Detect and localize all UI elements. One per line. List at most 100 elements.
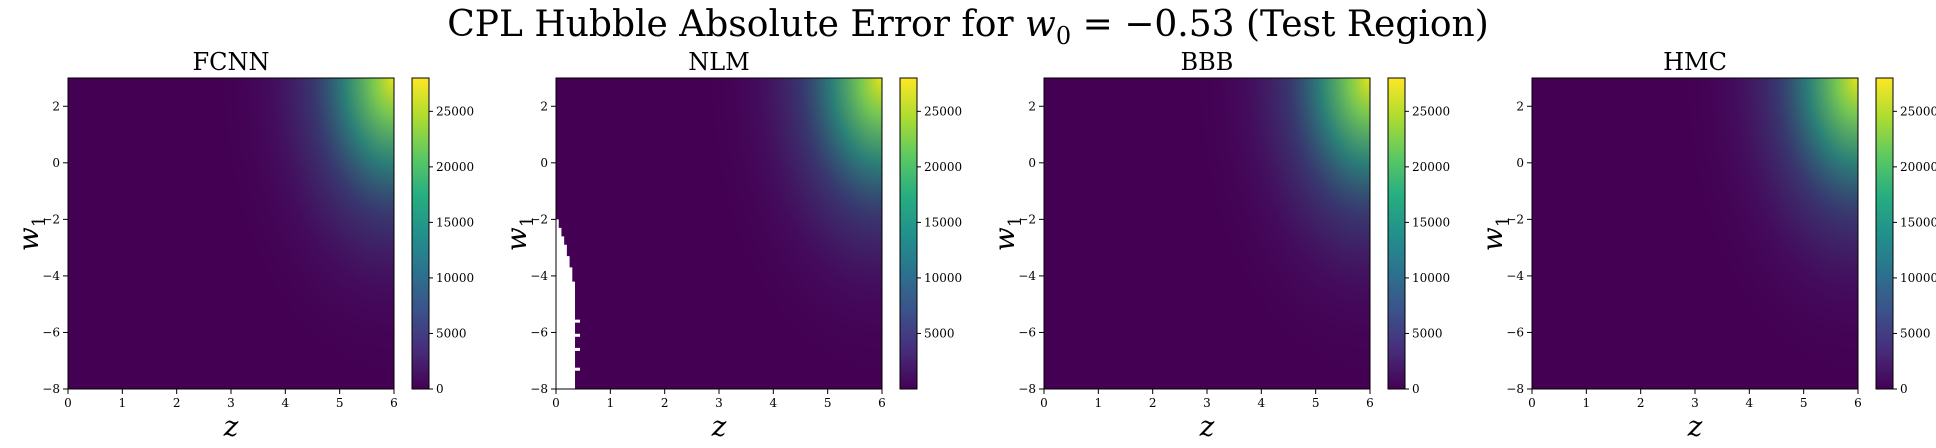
x-axis-label: z: [223, 410, 239, 443]
y-tick-label: 2: [52, 99, 60, 113]
colorbar-tick-label: 25000: [924, 104, 962, 118]
y-axis-label: w1: [988, 216, 1026, 251]
y-tick-label: −8: [530, 382, 548, 396]
x-tick-label: 1: [119, 396, 127, 410]
colorbar: [1387, 77, 1406, 390]
figure-title-prefix: CPL Hubble Absolute Error for: [447, 4, 1025, 45]
y-tick-label: −4: [42, 269, 60, 283]
x-tick-label: 1: [1095, 396, 1103, 410]
x-tick-label: 4: [282, 396, 290, 410]
panel-bbb: 0 1 2 3 4 5 6−8−6−4−202BBBzw105000100001500020…: [988, 48, 1450, 443]
colorbar-tick-label: 20000: [1412, 160, 1450, 174]
y-axis-label-var: w: [1476, 227, 1509, 251]
y-tick-label: −2: [1018, 212, 1036, 226]
y-tick-label: −6: [1018, 325, 1036, 339]
x-tick-label: 4: [1258, 396, 1266, 410]
colorbar-tick-label: 10000: [924, 271, 962, 285]
masked-notch: [575, 347, 581, 351]
x-tick-label: 2: [1149, 396, 1157, 410]
heatmap-error-gradient: [556, 78, 882, 389]
y-tick-label: −8: [1018, 382, 1036, 396]
figure-title-suffix: = −0.53 (Test Region): [1071, 4, 1489, 45]
x-tick-label: 0: [1528, 396, 1536, 410]
colorbar-tick-label: 15000: [1412, 215, 1450, 229]
colorbar-tick-label: 5000: [1900, 326, 1931, 340]
y-tick-label: −2: [530, 212, 548, 226]
y-tick-label: 0: [540, 156, 548, 170]
colorbar-tick-label: 0: [436, 382, 444, 396]
colorbar-tick-label: 5000: [436, 326, 467, 340]
colorbar: [899, 77, 918, 390]
y-axis-label: w1: [12, 216, 50, 251]
colorbar-tick-label: 10000: [1900, 271, 1936, 285]
colorbar-tick-label: 25000: [1412, 104, 1450, 118]
x-tick-label: 6: [1854, 396, 1862, 410]
y-tick-label: −2: [1506, 212, 1524, 226]
x-tick-label: 5: [1312, 396, 1320, 410]
x-tick-label: 2: [1637, 396, 1645, 410]
colorbar-tick-label: 20000: [924, 160, 962, 174]
y-axis-label-sub: 1: [1493, 216, 1514, 227]
colorbar-tick-label: 10000: [1412, 271, 1450, 285]
y-tick-label: −6: [1506, 325, 1524, 339]
x-tick-label: 3: [1203, 396, 1211, 410]
colorbar-tick-label: 15000: [436, 215, 474, 229]
colorbar-tick-label: 5000: [924, 326, 955, 340]
y-tick-label: −8: [1506, 382, 1524, 396]
y-tick-label: −6: [42, 325, 60, 339]
subplot-title: BBB: [1181, 48, 1234, 76]
colorbar-tick-label: 20000: [1900, 160, 1936, 174]
y-tick-label: −4: [1018, 269, 1036, 283]
heatmap-error-gradient: [1532, 78, 1858, 389]
colorbar-tick-label: 10000: [436, 271, 474, 285]
x-axis-label: z: [711, 410, 727, 443]
y-axis-label-sub: 1: [29, 216, 50, 227]
y-tick-label: −8: [42, 382, 60, 396]
x-tick-label: 0: [64, 396, 72, 410]
y-axis-label-var: w: [12, 227, 45, 251]
x-tick-label: 1: [607, 396, 615, 410]
y-tick-label: 0: [1028, 156, 1036, 170]
subplot-title: NLM: [688, 48, 750, 76]
colorbar-tick-label: 5000: [1412, 326, 1443, 340]
y-tick-label: −6: [530, 325, 548, 339]
colorbar: [411, 77, 430, 390]
colorbar-tick-label: 25000: [1900, 104, 1936, 118]
colorbar-tick-label: 15000: [1900, 215, 1936, 229]
figure-title-sub: 0: [1056, 22, 1071, 50]
masked-notch: [575, 333, 581, 337]
masked-notch: [575, 367, 581, 371]
y-axis-label-sub: 1: [517, 216, 538, 227]
x-tick-label: 5: [824, 396, 832, 410]
figure-title: CPL Hubble Absolute Error for w0 = −0.53…: [447, 4, 1489, 50]
y-axis-label-sub: 1: [1005, 216, 1026, 227]
x-tick-label: 0: [552, 396, 560, 410]
subplot-title: HMC: [1663, 48, 1727, 76]
y-tick-label: 0: [1516, 156, 1524, 170]
y-axis-label-var: w: [500, 227, 533, 251]
colorbar-tick-label: 0: [1412, 382, 1420, 396]
x-tick-label: 6: [1366, 396, 1374, 410]
x-tick-label: 5: [336, 396, 344, 410]
masked-notch: [575, 319, 581, 323]
x-tick-label: 5: [1800, 396, 1808, 410]
heatmap-error-gradient: [68, 78, 394, 389]
heatmap-error-gradient: [1044, 78, 1370, 389]
colorbar-tick-label: 15000: [924, 215, 962, 229]
x-tick-label: 2: [173, 396, 181, 410]
x-tick-label: 6: [390, 396, 398, 410]
y-axis-label: w1: [1476, 216, 1514, 251]
masked-region: [556, 219, 576, 389]
y-axis-label-var: w: [988, 227, 1021, 251]
y-tick-label: −4: [1506, 269, 1524, 283]
panels: 0 1 2 3 4 5 6−8−6−4−202FCNNzw10500010000150002…: [12, 48, 1936, 443]
colorbar-tick-label: 20000: [436, 160, 474, 174]
x-tick-label: 1: [1583, 396, 1591, 410]
y-tick-label: 0: [52, 156, 60, 170]
colorbar-tick-label: 0: [1900, 382, 1908, 396]
colorbar: [1875, 77, 1894, 390]
panel-hmc: 0 1 2 3 4 5 6−8−6−4−202HMCzw105000100001500020…: [1476, 48, 1936, 443]
x-tick-label: 4: [1746, 396, 1754, 410]
figure-title-var: w: [1025, 4, 1056, 45]
